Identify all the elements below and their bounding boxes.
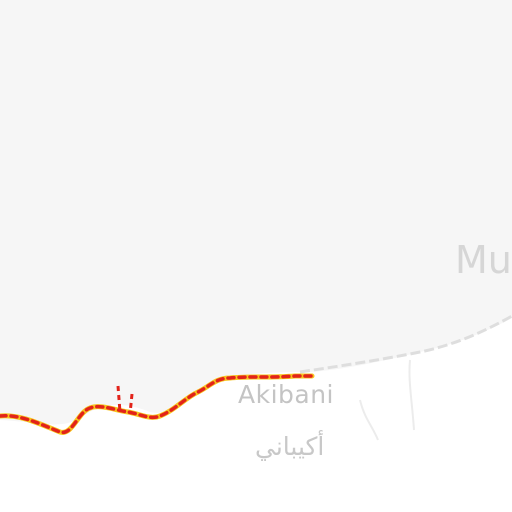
region-label-partial: Mu [455, 238, 512, 282]
land-area [0, 318, 512, 512]
boundary-spur [116, 385, 134, 415]
road-line [299, 314, 512, 374]
track-line [359, 359, 415, 441]
town-label-latin: Akibani [238, 380, 335, 409]
town-label-arabic: أكيباني [255, 432, 325, 461]
boundary-line [0, 374, 314, 435]
